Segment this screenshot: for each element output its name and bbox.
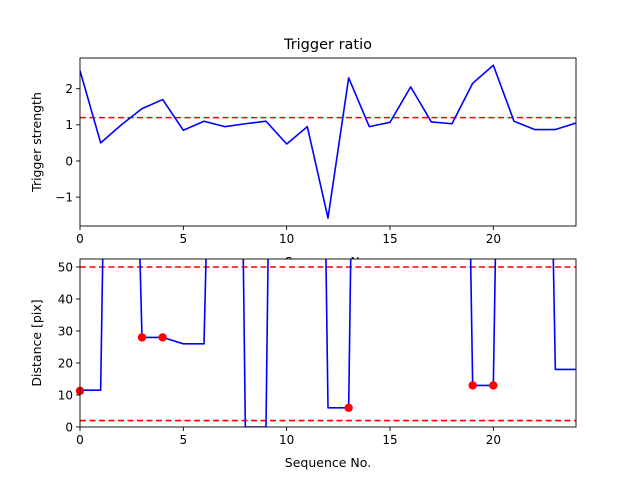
bottom-x-ticks: 0 5 10 15 20 (76, 427, 501, 447)
bottom-markers (75, 333, 498, 412)
top-x-tick-label: 15 (382, 232, 397, 246)
bottom-y-tick-label: 30 (58, 324, 73, 338)
top-plot-area (80, 58, 576, 226)
bottom-x-tick-label: 20 (486, 433, 501, 447)
bottom-y-tick-label: 10 (58, 388, 73, 402)
bottom-reference-lines (80, 266, 576, 422)
bottom-y-ticks: 0 10 20 30 40 50 (58, 260, 80, 434)
bottom-marker-point (344, 403, 353, 412)
bottom-axes-frame (79, 258, 577, 428)
top-x-tick-label: 10 (279, 232, 294, 246)
bottom-marker-point (468, 381, 477, 390)
bottom-y-tick-label: 40 (58, 292, 73, 306)
top-y-axis-label: Trigger strength (29, 92, 44, 193)
top-y-ticks: −1 0 1 2 (55, 82, 80, 204)
top-y-tick-label: 1 (65, 118, 73, 132)
top-x-tick-label: 0 (76, 232, 84, 246)
bottom-x-axis-label: Sequence No. (285, 455, 371, 470)
top-subplot: Trigger ratio Trigger strength Sequence … (29, 37, 577, 269)
bottom-y-axis-label: Distance [pix] (29, 299, 44, 386)
bottom-y-tick-label: 0 (65, 420, 73, 434)
bottom-x-tick-label: 5 (180, 433, 188, 447)
top-x-tick-label: 20 (486, 232, 501, 246)
top-series-lines (80, 64, 576, 219)
top-axes-frame (79, 57, 577, 227)
top-y-tick-label: 2 (65, 82, 73, 96)
bottom-marker-point (158, 333, 167, 342)
top-series-line-0 (80, 64, 576, 219)
bottom-y-tick-label: 20 (58, 356, 73, 370)
top-x-tick-label: 5 (180, 232, 188, 246)
bottom-x-tick-label: 10 (279, 433, 294, 447)
bottom-y-tick-label: 50 (58, 260, 73, 274)
bottom-subplot: 0 5 10 15 20 0 10 20 30 40 50 Distance [pix] Sequ… (29, 258, 577, 470)
bottom-x-tick-label: 15 (382, 433, 397, 447)
bottom-x-tick-label: 0 (76, 433, 84, 447)
top-y-tick-label: −1 (55, 190, 73, 204)
top-y-tick-label: 0 (65, 154, 73, 168)
bottom-marker-point (489, 381, 498, 390)
top-chart-title: Trigger ratio (283, 37, 372, 53)
top-x-ticks: 0 5 10 15 20 (76, 226, 501, 246)
bottom-marker-point (137, 333, 147, 342)
